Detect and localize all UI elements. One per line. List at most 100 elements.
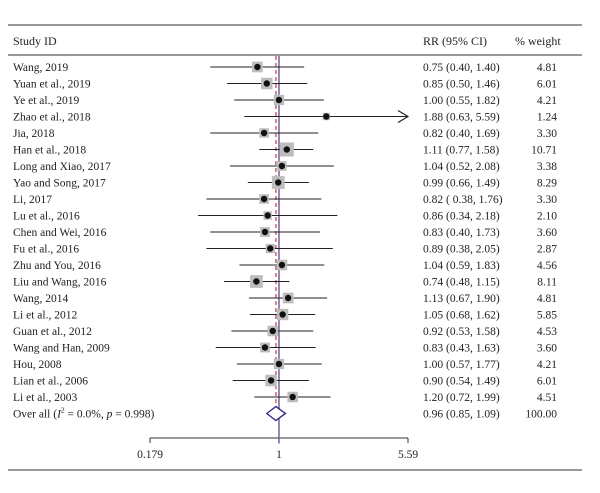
overall-label: Over all (I2 = 0.0%, p = 0.998) xyxy=(13,406,154,421)
study-row: Wang and Han, 2009 0.83 (0.43, 1.63) 3.60 xyxy=(13,343,557,355)
study-label: Lu et al., 2016 xyxy=(13,211,80,223)
study-row: Li et al., 2012 1.05 (0.68, 1.62) 5.85 xyxy=(13,308,557,322)
study-row: Li, 2017 0.82 ( 0.38, 1.76) 3.30 xyxy=(13,194,557,206)
overall-weight-text: 100.00 xyxy=(525,409,557,421)
study-label: Li et al., 2003 xyxy=(13,392,77,404)
weight-text: 10.71 xyxy=(531,145,557,157)
weight-text: 3.30 xyxy=(537,128,557,140)
weight-text: 8.11 xyxy=(537,277,557,289)
overall-ci-text: 0.96 (0.85, 1.09) xyxy=(423,409,500,421)
weight-text: 6.01 xyxy=(537,79,557,91)
ci-text: 1.05 (0.68, 1.62) xyxy=(423,310,500,322)
point-estimate xyxy=(264,212,271,219)
study-label: Li et al., 2012 xyxy=(13,310,77,322)
ci-text: 1.11 (0.77, 1.58) xyxy=(423,145,499,157)
point-estimate xyxy=(254,63,261,71)
study-row: Wang, 2019 0.75 (0.40, 1.40) 4.81 xyxy=(13,61,557,74)
study-label: Wang, 2014 xyxy=(13,293,69,305)
study-label: Wang and Han, 2009 xyxy=(13,343,110,355)
study-label: Fu et al., 2016 xyxy=(13,244,79,256)
ci-text: 0.83 (0.43, 1.63) xyxy=(423,343,500,355)
weight-text: 5.85 xyxy=(537,310,557,322)
study-row: Zhu and You, 2016 1.04 (0.59, 1.83) 4.56 xyxy=(13,259,557,272)
point-estimate xyxy=(261,228,269,236)
point-estimate xyxy=(275,360,283,368)
study-row: Liu and Wang, 2016 0.74 (0.48, 1.15) 8.11 xyxy=(13,275,557,289)
ci-text: 0.82 ( 0.38, 1.76) xyxy=(423,194,503,206)
study-row: Ye et al., 2019 1.00 (0.55, 1.82) 4.21 xyxy=(13,94,557,107)
point-estimate xyxy=(278,162,286,170)
weight-text: 3.38 xyxy=(537,161,557,173)
header-study-id: Study ID xyxy=(13,34,57,48)
study-label: Chen and Wei, 2016 xyxy=(13,227,107,239)
point-estimate xyxy=(261,344,269,351)
study-rows: Wang, 2019 0.75 (0.40, 1.40) 4.81 Yuan et a… xyxy=(13,61,557,404)
study-label: Liu and Wang, 2016 xyxy=(13,277,107,289)
overall-summary: Over all (I2 = 0.0%, p = 0.998) 0.96 (0.8… xyxy=(13,405,557,422)
study-label: Han et al., 2018 xyxy=(13,145,86,157)
point-estimate xyxy=(269,327,276,335)
point-estimate xyxy=(275,96,283,104)
study-row: Lu et al., 2016 0.86 (0.34, 2.18) 2.10 xyxy=(13,211,557,223)
ci-text: 1.00 (0.57, 1.77) xyxy=(423,359,500,371)
ci-arrow xyxy=(397,109,410,124)
axis-tick-label: 5.59 xyxy=(398,449,418,461)
axis-tick-label: 0.179 xyxy=(137,449,163,461)
ci-text: 1.04 (0.52, 2.08) xyxy=(423,161,500,173)
ci-text: 0.82 (0.40, 1.69) xyxy=(423,128,500,140)
ci-text: 0.89 (0.38, 2.05) xyxy=(423,244,500,256)
ci-text: 0.74 (0.48, 1.15) xyxy=(423,277,500,289)
study-label: Hou, 2008 xyxy=(13,359,62,371)
study-row: Li et al., 2003 1.20 (0.72, 1.99) 4.51 xyxy=(13,391,557,404)
point-estimate xyxy=(275,179,282,186)
point-estimate xyxy=(253,278,260,285)
study-label: Yuan et al., 2019 xyxy=(13,79,91,91)
study-label: Zhao et al., 2018 xyxy=(13,112,91,124)
ci-text: 1.04 (0.59, 1.83) xyxy=(423,260,500,272)
point-estimate xyxy=(267,245,274,252)
reference-lines xyxy=(275,56,280,444)
study-row: Hou, 2008 1.00 (0.57, 1.77) 4.21 xyxy=(13,358,557,371)
study-label: Jia, 2018 xyxy=(13,128,55,140)
study-label: Guan et al., 2012 xyxy=(13,326,92,338)
x-axis: 0.179 1 5.59 xyxy=(137,437,418,461)
ci-text: 0.99 (0.66, 1.49) xyxy=(423,178,500,190)
point-estimate xyxy=(263,80,270,87)
weight-text: 4.81 xyxy=(537,293,557,305)
study-row: Lian et al., 2006 0.90 (0.54, 1.49) 6.01 xyxy=(13,374,557,388)
study-row: Long and Xiao, 2017 1.04 (0.52, 2.08) 3.38 xyxy=(13,161,557,173)
weight-text: 4.53 xyxy=(537,326,557,338)
weight-text: 4.21 xyxy=(537,359,557,371)
weight-text: 8.29 xyxy=(537,178,557,190)
point-estimate xyxy=(289,393,296,401)
header-rr-ci: RR (95% CI) xyxy=(423,34,487,48)
point-estimate xyxy=(284,294,292,302)
study-label: Lian et al., 2006 xyxy=(13,376,88,388)
weight-text: 4.51 xyxy=(537,392,557,404)
pooled-diamond xyxy=(265,405,287,422)
point-estimate xyxy=(323,113,330,120)
weight-text: 4.81 xyxy=(537,62,557,74)
study-row: Chen and Wei, 2016 0.83 (0.40, 1.73) 3.60 xyxy=(13,227,557,239)
study-row: Fu et al., 2016 0.89 (0.38, 2.05) 2.87 xyxy=(13,244,557,256)
ci-text: 0.83 (0.40, 1.73) xyxy=(423,227,500,239)
study-row: Wang, 2014 1.13 (0.67, 1.90) 4.81 xyxy=(13,292,557,305)
weight-text: 1.24 xyxy=(537,112,557,124)
point-estimate xyxy=(278,261,286,269)
overall-row: Over all (I2 = 0.0%, p = 0.998) 0.96 (0.8… xyxy=(13,405,557,422)
study-row: Yuan et al., 2019 0.85 (0.50, 1.46) 6.01 xyxy=(13,77,557,91)
weight-text: 2.10 xyxy=(537,211,557,223)
weight-text: 4.21 xyxy=(537,95,557,107)
study-row: Han et al., 2018 1.11 (0.77, 1.58) 10.71 xyxy=(13,142,557,157)
point-estimate xyxy=(283,146,291,153)
weight-text: 3.30 xyxy=(537,194,557,206)
study-row: Zhao et al., 2018 1.88 (0.63, 5.59) 1.24 xyxy=(13,109,557,124)
point-estimate xyxy=(279,311,286,318)
ci-text: 1.88 (0.63, 5.59) xyxy=(423,112,500,124)
ci-text: 0.92 (0.53, 1.58) xyxy=(423,326,500,338)
weight-text: 4.56 xyxy=(537,260,557,272)
study-row: Jia, 2018 0.82 (0.40, 1.69) 3.30 xyxy=(13,128,557,140)
study-label: Zhu and You, 2016 xyxy=(13,260,101,272)
weight-text: 2.87 xyxy=(537,244,557,256)
